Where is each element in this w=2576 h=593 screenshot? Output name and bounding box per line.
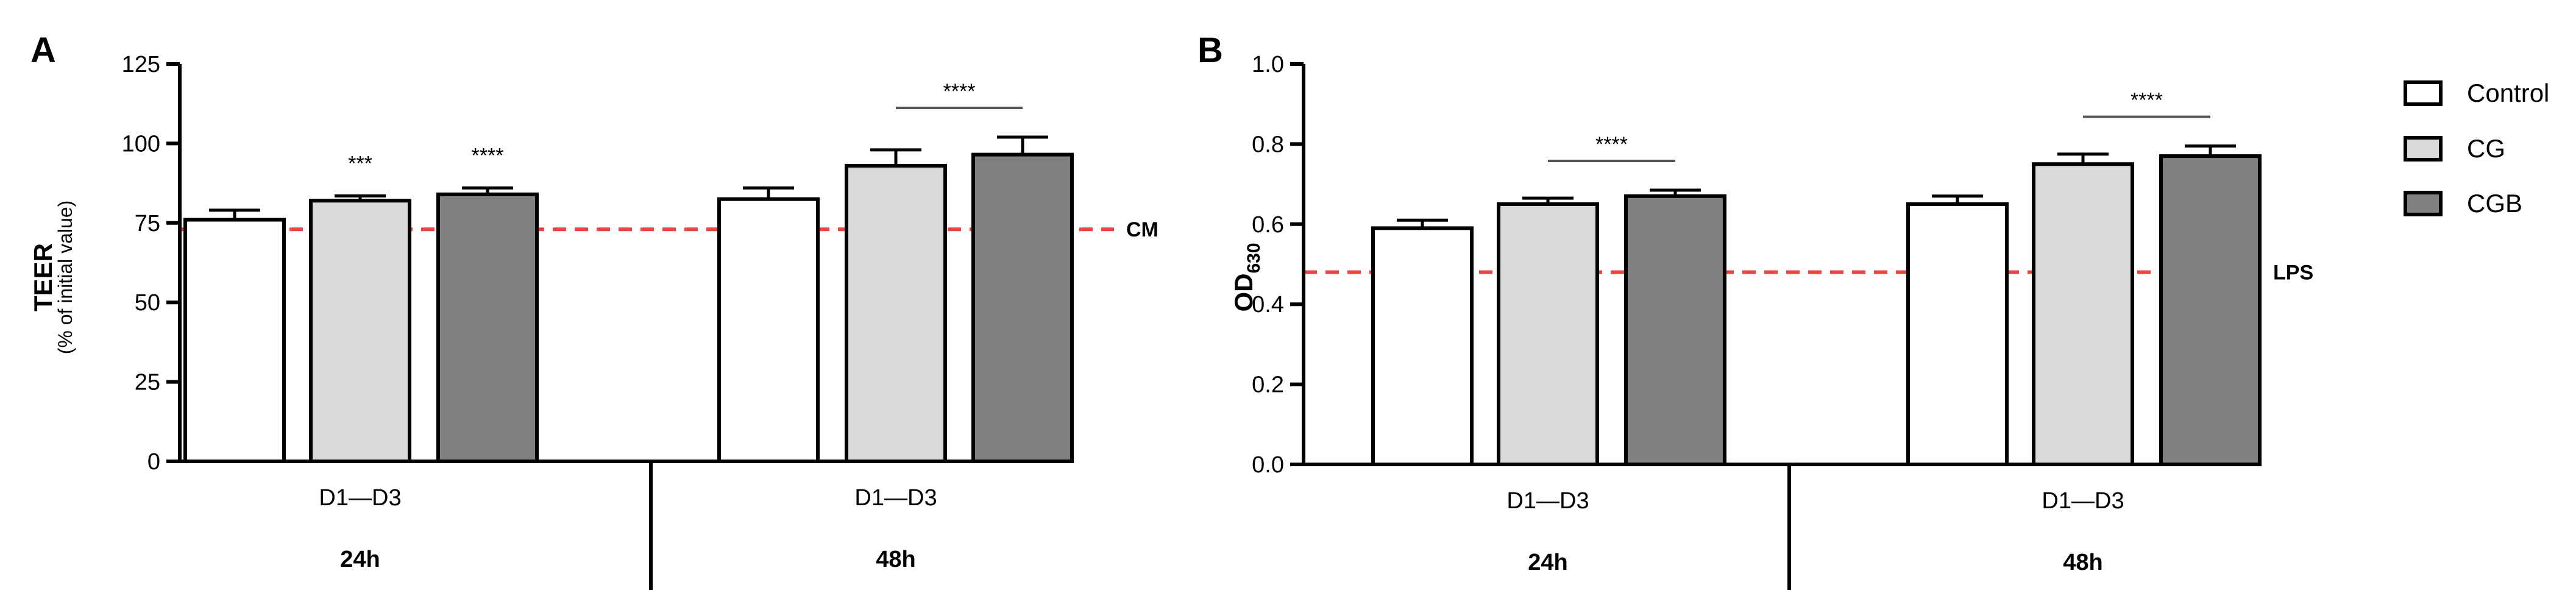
legend-swatch-cg (2404, 136, 2443, 162)
legend-swatch-cgb (2404, 191, 2443, 216)
bar-cg (1497, 202, 1599, 466)
legend-swatch-control (2404, 80, 2443, 106)
bar-cgb (436, 192, 539, 463)
y-tick-label: 0 (147, 449, 160, 475)
bar-control (717, 197, 820, 463)
panel-b-chart: B LPS 0.0 0.2 0.4 0.6 0.8 1.0 OD630 D1—D3 24h D1—D3… (1198, 30, 2313, 590)
significance-stars: *** (348, 152, 372, 175)
y-axis-label: OD630 (1229, 243, 1264, 311)
time-label: 48h (2063, 550, 2102, 575)
bar-control (1371, 226, 1474, 466)
y-tick-label: 0.4 (1252, 292, 1284, 318)
time-label: 24h (340, 547, 380, 572)
significance-stars: **** (943, 80, 976, 103)
panel-label: B (1198, 30, 1223, 70)
bar-cgb (971, 152, 1074, 463)
bar-cgb (2159, 154, 2262, 466)
panel-label: A (30, 30, 56, 70)
significance-stars: **** (472, 144, 504, 167)
x-group-label: D1—D3 (1506, 488, 1589, 514)
y-tick-label: 25 (135, 370, 160, 396)
y-axis-label-main: OD (1229, 274, 1258, 312)
y-axis-sublabel: (% of initial value) (54, 201, 76, 355)
legend-label-control: Control (2467, 79, 2549, 107)
y-tick-label: 125 (122, 52, 160, 77)
bar-control (183, 218, 286, 463)
x-group-label: D1—D3 (2042, 488, 2124, 514)
bar-cgb (1624, 194, 1726, 466)
legend-label-cgb: CGB (2467, 189, 2522, 218)
y-tick-label: 50 (135, 290, 160, 316)
y-axis-label-subscript: 630 (1244, 243, 1264, 273)
y-axis-label: TEER (29, 243, 57, 311)
y-tick-label: 0.6 (1252, 212, 1284, 238)
panel-a-chart: A CM 0 25 50 75 100 125 TEER(% of initial value)… (29, 30, 1158, 590)
y-tick-label: 1.0 (1252, 52, 1284, 77)
x-group-label: D1—D3 (319, 485, 401, 511)
x-group-label: D1—D3 (854, 485, 937, 511)
y-tick-label: 100 (122, 131, 160, 157)
significance-stars: **** (1595, 133, 1628, 156)
reference-line-label: LPS (2273, 261, 2313, 285)
time-label: 48h (876, 547, 915, 572)
significance-stars: **** (2131, 89, 2163, 112)
y-tick-label: 75 (135, 211, 160, 236)
y-tick-label: 0.2 (1252, 372, 1284, 398)
bar-cg (845, 163, 947, 463)
bar-control (1906, 202, 2009, 466)
reference-line-label: CM (1126, 218, 1158, 241)
legend: Control CG CGB (2404, 79, 2549, 218)
bar-cg (2032, 162, 2134, 466)
time-label: 24h (1528, 550, 1567, 575)
y-tick-label: 0.0 (1252, 452, 1284, 478)
legend-label-cg: CG (2467, 134, 2505, 163)
y-tick-label: 0.8 (1252, 132, 1284, 157)
bar-cg (309, 199, 411, 463)
